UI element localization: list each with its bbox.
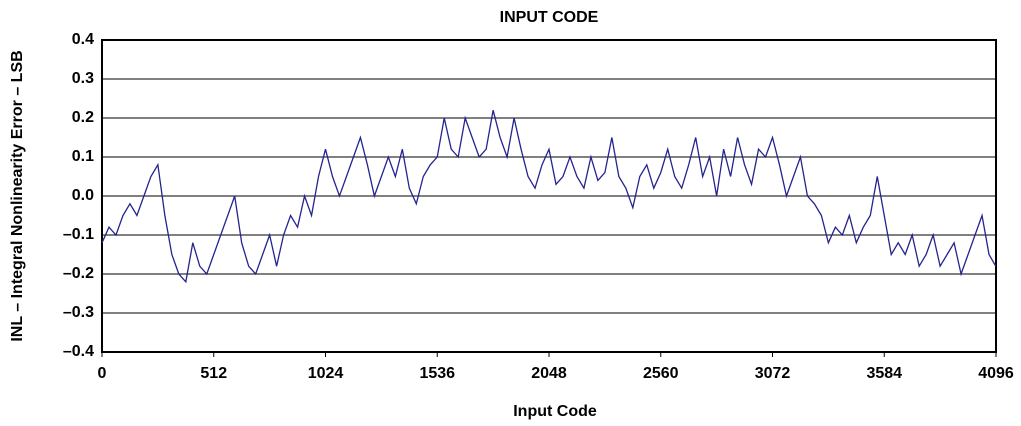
y-tick-label: 0.1 <box>72 148 94 165</box>
y-tick-label: –0.2 <box>63 265 94 282</box>
x-tick-label: 1024 <box>308 365 344 382</box>
plot-frame <box>101 39 997 353</box>
x-tick-label: 1536 <box>419 365 455 382</box>
y-tick-label: 0.2 <box>72 109 94 126</box>
y-axis-label: INL – Integral Nonlinearity Error – LSB <box>9 50 26 341</box>
x-tick-label: 512 <box>200 365 227 382</box>
y-tick-label: 0.3 <box>72 70 94 87</box>
y-tick-label: –0.4 <box>63 343 94 360</box>
y-tick-label: 0.4 <box>72 31 94 48</box>
x-tick-label: 3072 <box>755 365 791 382</box>
x-tick-label: 2048 <box>531 365 567 382</box>
y-tick-label: 0.0 <box>72 187 94 204</box>
series-line <box>101 110 997 284</box>
x-tick-label: 3584 <box>866 365 902 382</box>
x-tick-label: 0 <box>98 365 107 382</box>
chart-title: INPUT CODE <box>500 9 599 26</box>
x-tick-label: 2560 <box>643 365 679 382</box>
x-axis-label: Input Code <box>513 403 597 420</box>
y-tick-label: –0.3 <box>63 304 94 321</box>
x-tick-label: 4096 <box>978 365 1014 382</box>
y-tick-label: –0.1 <box>63 226 94 243</box>
